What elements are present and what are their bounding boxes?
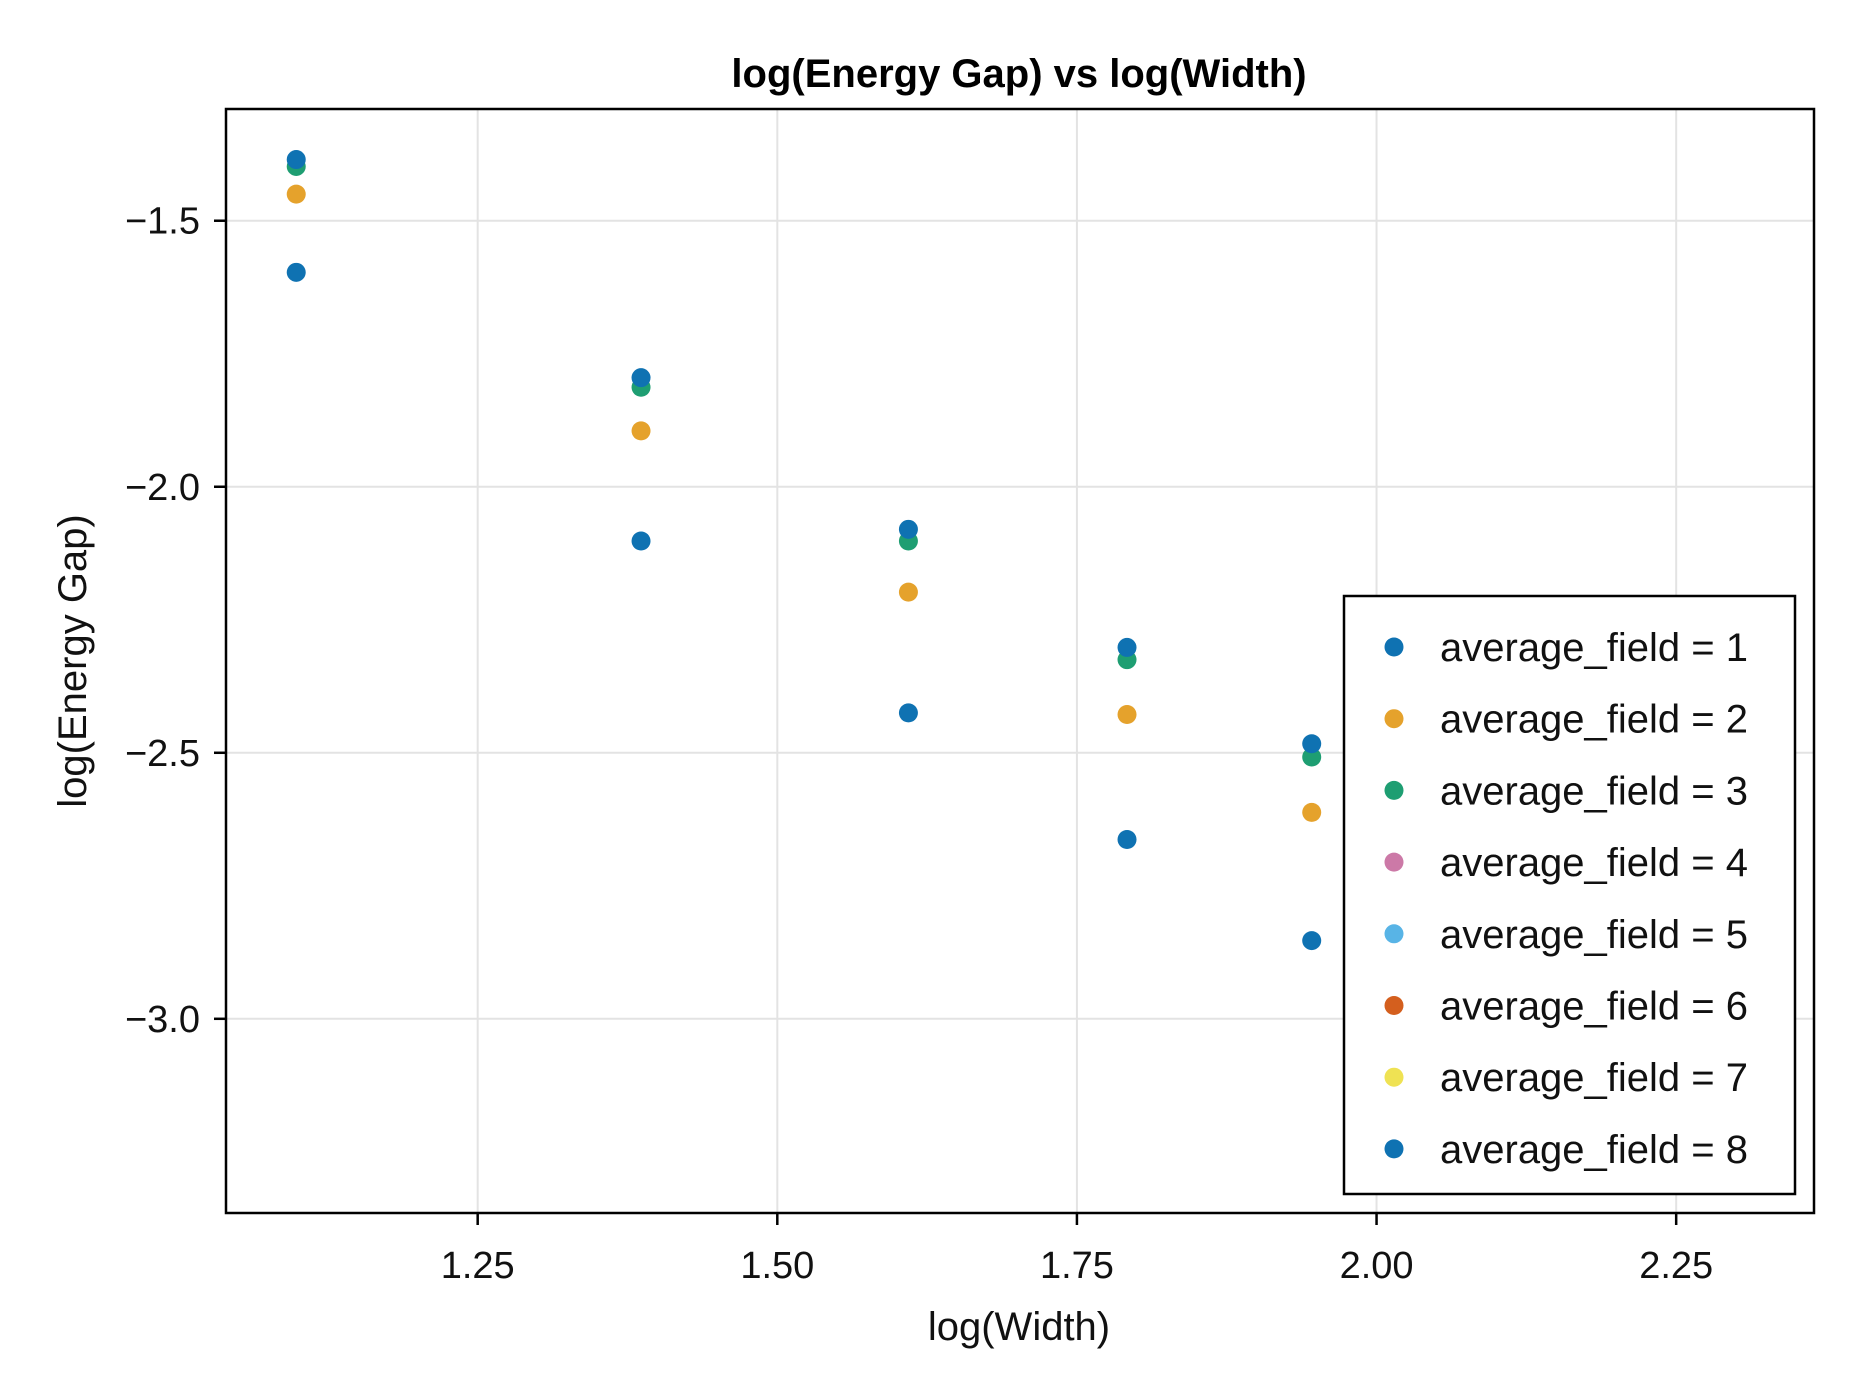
plot-area [224,107,1816,1215]
legend-label-6: average_field = 6 [1440,985,1748,1029]
data-point-series-8 [1302,734,1322,754]
data-point-series-8 [1117,637,1137,657]
legend-marker-6 [1384,996,1404,1015]
legend-marker-7 [1384,1067,1404,1087]
data-point-series-1 [631,531,651,551]
x-tick-label: 2.25 [1639,1245,1713,1287]
data-point-series-2 [286,184,306,204]
x-tick-label: 1.75 [1040,1245,1114,1287]
data-point-series-8 [898,519,918,539]
x-tick-label: 2.00 [1340,1245,1414,1287]
data-point-series-1 [898,703,918,723]
x-tick-label: 1.25 [441,1245,515,1287]
x-axis-label: log(Width) [928,1305,1110,1349]
data-point-series-2 [898,582,918,602]
legend-label-4: average_field = 4 [1440,841,1748,885]
legend-label-3: average_field = 3 [1440,769,1748,813]
y-tick-label: −2.0 [125,467,200,509]
data-point-series-1 [1117,830,1137,850]
legend-label-5: average_field = 5 [1440,913,1748,957]
legend-marker-2 [1384,709,1404,729]
y-tick-label: −1.5 [125,201,200,243]
y-tick-label: −2.5 [125,733,200,775]
data-point-series-2 [631,421,651,441]
data-points [286,150,1322,951]
legend-marker-1 [1384,637,1404,657]
data-point-series-8 [631,368,651,388]
data-point-series-1 [1302,931,1322,951]
legend-marker-3 [1384,780,1404,800]
legend-label-8: average_field = 8 [1440,1128,1748,1172]
data-point-series-3 [1302,747,1322,767]
legend-marker-5 [1384,924,1404,944]
data-point-series-1 [286,262,306,282]
legend-label-7: average_field = 7 [1440,1056,1748,1100]
legend-marker-8 [1384,1139,1404,1159]
legend-label-1: average_field = 1 [1440,626,1748,670]
x-tick-label: 1.50 [740,1245,814,1287]
data-point-series-2 [1302,802,1322,822]
data-point-series-2 [1117,704,1137,724]
y-axis-label: log(Energy Gap) [51,514,95,807]
legend: average_field = 1 average_field = 2 averag… [1342,594,1797,1196]
data-point-series-8 [286,150,306,170]
legend-label-2: average_field = 2 [1440,698,1748,742]
legend-box [1342,594,1797,1196]
axis-ticks: 1.25 1.50 1.75 2.00 2.25 −1.5 −2.0 −2.5 −3.0 [125,201,1713,1287]
y-tick-label: −3.0 [125,999,200,1041]
chart-title: log(Energy Gap) vs log(Width) [731,52,1306,96]
legend-marker-4 [1384,852,1404,872]
